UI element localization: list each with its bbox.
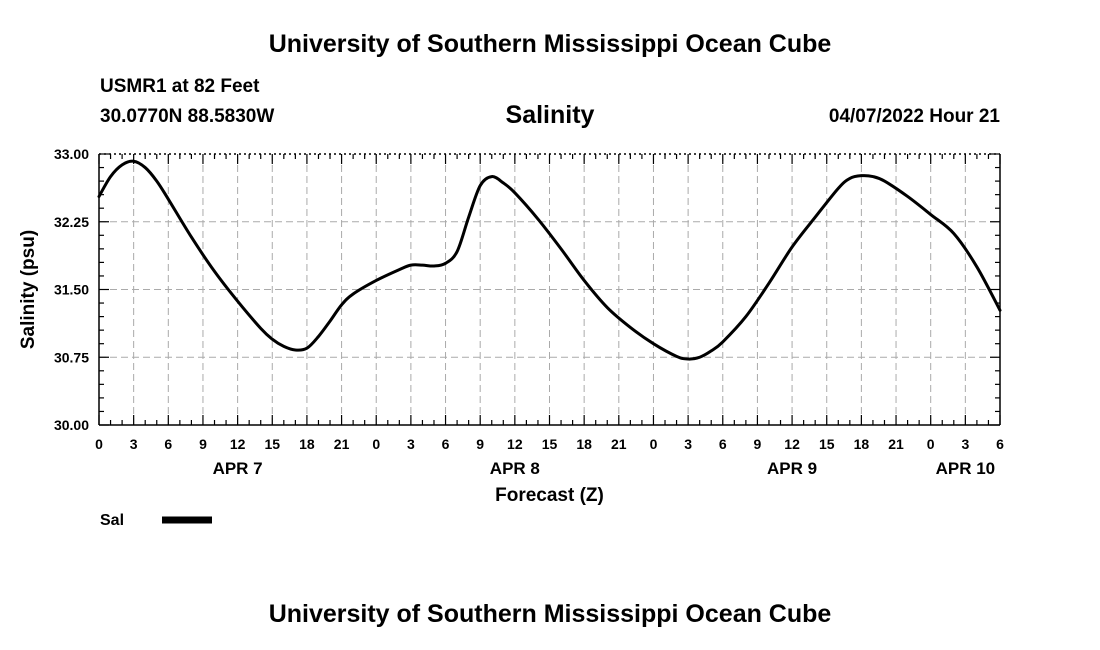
y-tick-label: 32.25	[54, 214, 89, 230]
y-tick-label: 30.00	[54, 417, 89, 433]
series-line-sal	[97, 159, 1002, 361]
x-tick-label: 0	[927, 436, 935, 452]
x-tick-label: 18	[299, 436, 315, 452]
chart-title: Salinity	[505, 101, 595, 129]
x-tick-label: 6	[996, 436, 1004, 452]
forecast-datetime: 04/07/2022 Hour 21	[828, 106, 1000, 127]
x-tick-label: 0	[372, 436, 380, 452]
x-tick-label: 21	[611, 436, 627, 452]
x-tick-label: 3	[961, 436, 969, 452]
x-tick-label: 9	[476, 436, 484, 452]
x-tick-label: 0	[95, 436, 103, 452]
x-tick-label: 12	[507, 436, 523, 452]
x-tick-label: 15	[264, 436, 280, 452]
x-tick-label: 9	[754, 436, 762, 452]
page-title: University of Southern Mississippi Ocean…	[268, 30, 832, 58]
x-tick-label: 21	[888, 436, 904, 452]
x-tick-label: 12	[230, 436, 246, 452]
x-tick-label: 15	[542, 436, 558, 452]
x-tick-label: 3	[130, 436, 138, 452]
footer-title: University of Southern Mississippi Ocean…	[268, 600, 832, 628]
y-tick-label: 30.75	[54, 349, 89, 365]
y-tick-label: 33.00	[54, 146, 89, 162]
station-coordinates: 30.0770N 88.5830W	[100, 106, 275, 127]
date-label: APR 8	[490, 459, 540, 478]
x-tick-label: 9	[199, 436, 207, 452]
y-tick-label: 31.50	[54, 282, 89, 298]
x-tick-label: 6	[442, 436, 450, 452]
legend-label: Sal	[100, 512, 124, 529]
x-tick-label: 15	[819, 436, 835, 452]
x-tick-label: 3	[407, 436, 415, 452]
date-label: APR 10	[936, 459, 996, 478]
x-tick-label: 18	[854, 436, 870, 452]
date-label: APR 9	[767, 459, 817, 478]
x-tick-label: 12	[784, 436, 800, 452]
x-tick-label: 6	[164, 436, 172, 452]
date-label: APR 7	[213, 459, 263, 478]
x-tick-label: 3	[684, 436, 692, 452]
x-tick-label: 18	[576, 436, 592, 452]
x-tick-label: 21	[334, 436, 350, 452]
x-tick-label: 6	[719, 436, 727, 452]
y-axis-label: Salinity (psu)	[18, 230, 39, 349]
x-axis-label: Forecast (Z)	[495, 485, 604, 506]
station-label: USMR1 at 82 Feet	[100, 76, 260, 97]
x-tick-label: 0	[650, 436, 658, 452]
